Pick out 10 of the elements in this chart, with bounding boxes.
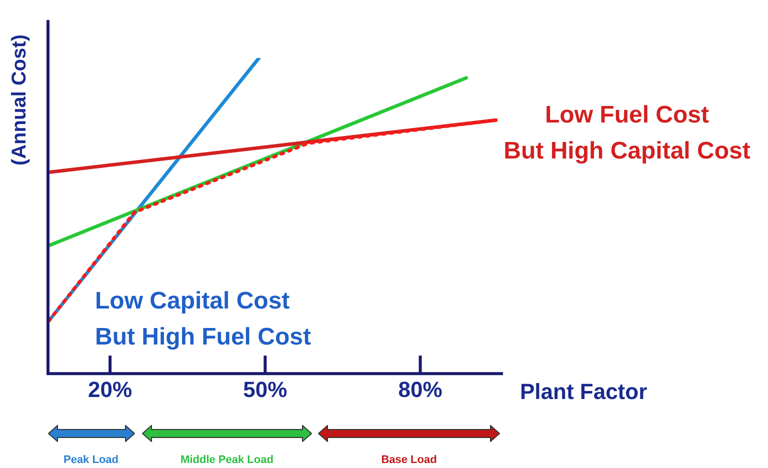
x-tick-label: 80% [398,376,442,402]
text: Low Fuel Cost But High Capital Cost [504,102,750,165]
x-axis-title: Plant Factor [520,379,648,404]
text: Peak Load [63,454,119,466]
x-tick-label: 20% [88,376,132,402]
y-axis-title: (Annual Cost) [8,34,31,166]
annotation: Low Capital Cost But High Fuel Cost [95,288,311,351]
text: Base Load [381,454,437,466]
text: Middle Peak Load [180,454,274,466]
x-tick-label: 50% [243,376,288,402]
